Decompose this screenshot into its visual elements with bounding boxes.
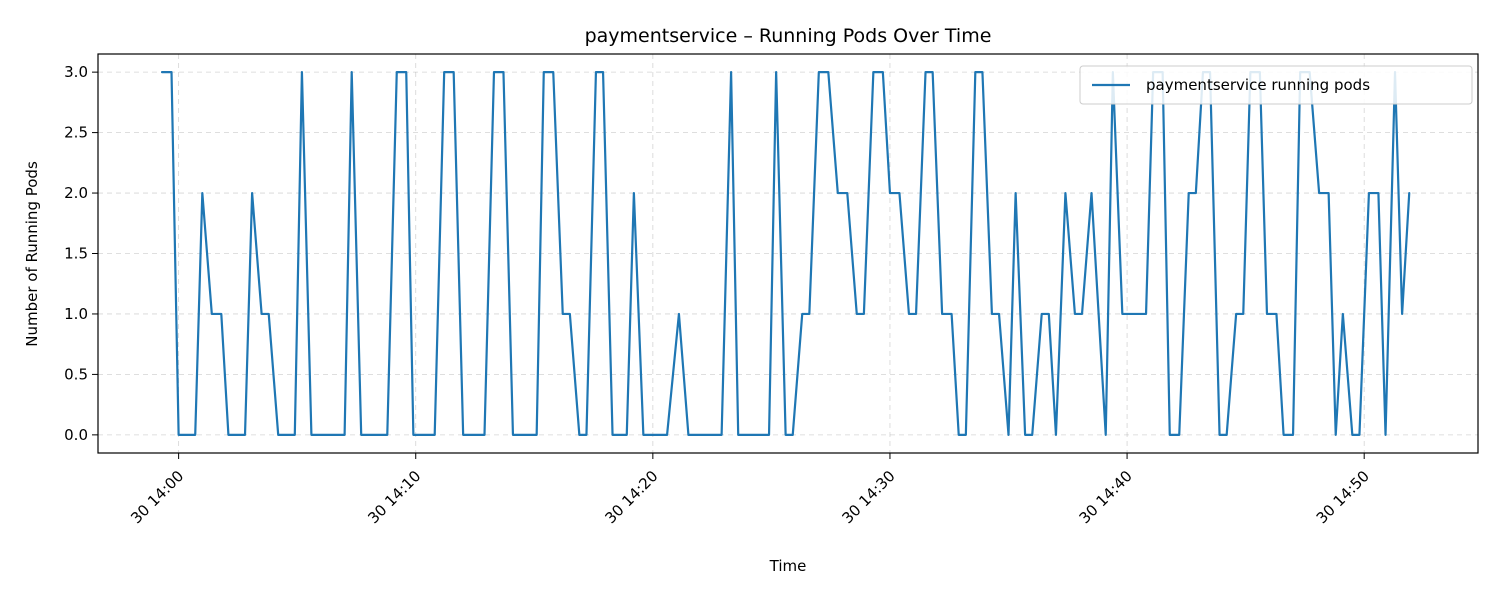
y-tick-label-5: 2.5 <box>64 124 88 142</box>
y-tick-label-2: 1.0 <box>64 305 88 323</box>
data-layer <box>160 71 1411 436</box>
y-tick-label-6: 3.0 <box>64 63 88 81</box>
chart-title: paymentservice – Running Pods Over Time <box>585 25 992 47</box>
x-axis-label: Time <box>769 557 807 575</box>
y-tick-label-3: 1.5 <box>64 245 88 263</box>
legend: paymentservice running pods <box>1079 65 1473 105</box>
legend-box <box>1079 65 1473 105</box>
y-axis: 0.0 0.5 1.0 1.5 2.0 2.5 3.0 <box>64 63 98 444</box>
y-tick-label-1: 0.5 <box>64 365 88 383</box>
series-line-0 <box>160 71 1411 436</box>
y-tick-label-4: 2.0 <box>64 184 88 202</box>
y-tick-label-0: 0.0 <box>64 426 88 444</box>
y-axis-label: Number of Running Pods <box>23 161 41 347</box>
legend-label: paymentservice running pods <box>1146 76 1370 94</box>
